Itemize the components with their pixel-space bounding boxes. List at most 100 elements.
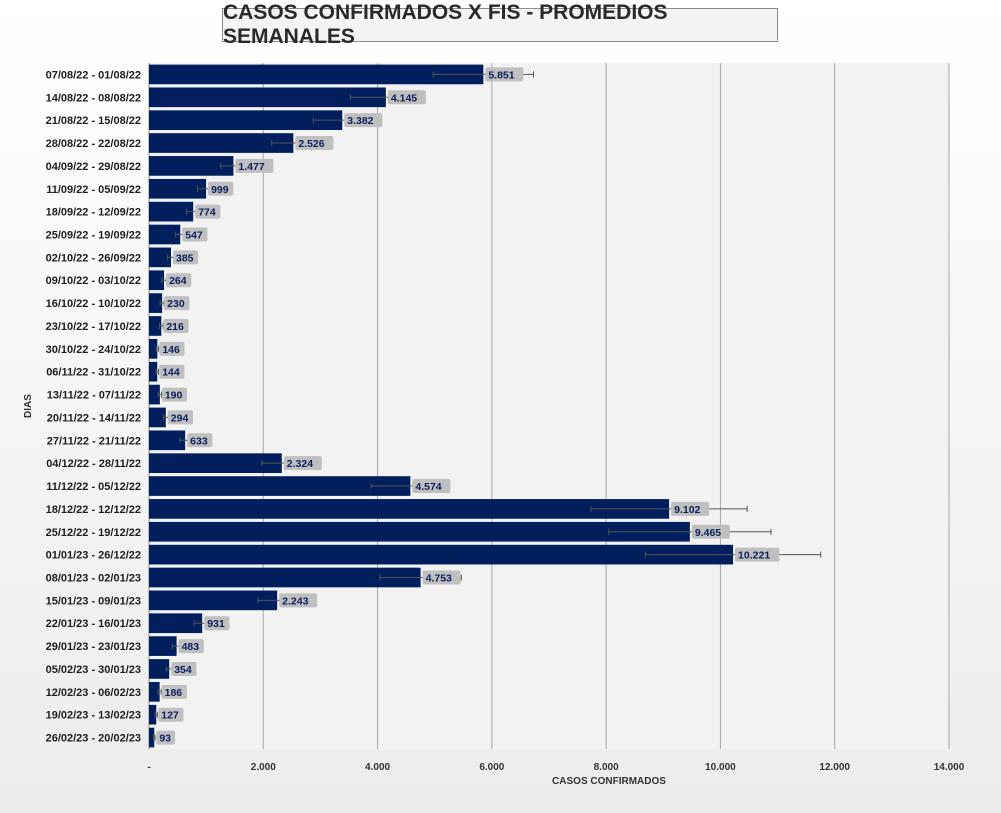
data-label: 774 (198, 207, 216, 219)
category-labels: 07/08/22 - 01/08/22 14/08/22 - 08/08/22 21… (46, 69, 141, 744)
plot-area (149, 63, 949, 749)
bar (149, 361, 158, 382)
bar (149, 476, 411, 496)
data-label-bg (283, 456, 322, 471)
bar (149, 110, 343, 130)
category-label: 04/09/22 - 29/08/22 (46, 161, 141, 173)
data-labels: 5.851 4.145 3.382 2.526 1.477 999 774 547 385 264… (156, 67, 780, 745)
category-label: 18/12/22 - 12/12/22 (46, 504, 141, 516)
category-label: 16/10/22 - 10/10/22 (46, 298, 141, 310)
x-tick-label: 10.000 (705, 762, 736, 773)
data-label-bg (422, 570, 461, 585)
data-label: 3.382 (347, 115, 373, 127)
bar (149, 682, 160, 702)
data-label-bg (412, 479, 451, 494)
data-label: 354 (174, 664, 192, 676)
bar (149, 407, 166, 428)
bar (149, 87, 386, 108)
data-label-bg (163, 318, 189, 333)
data-label-bg (187, 433, 213, 448)
data-label-bg (387, 90, 426, 105)
bar (149, 133, 294, 153)
category-label: 07/08/22 - 01/08/22 (46, 69, 141, 81)
data-label: 127 (161, 710, 179, 722)
data-label-bg (279, 593, 318, 608)
bar (149, 156, 234, 176)
data-label-bg (173, 250, 199, 265)
data-label: 190 (165, 390, 183, 402)
data-label: 385 (176, 252, 194, 264)
category-label: 27/11/22 - 21/11/22 (47, 435, 141, 447)
category-label: 22/01/23 - 16/01/23 (46, 618, 141, 630)
bar (149, 613, 203, 634)
category-label: 25/09/22 - 19/09/22 (46, 230, 141, 242)
category-label: 23/10/22 - 17/10/22 (46, 321, 141, 333)
category-label: 28/08/22 - 22/08/22 (46, 138, 141, 150)
category-label: 15/01/23 - 09/01/23 (46, 595, 141, 607)
data-label: 10.221 (738, 550, 770, 562)
data-label: 4.753 (426, 573, 452, 585)
data-label-bg (161, 387, 188, 402)
category-label: 04/12/22 - 28/11/22 (46, 458, 141, 470)
category-label: 13/11/22 - 07/11/22 (47, 390, 141, 402)
bar (149, 704, 157, 725)
x-tick-label: 8.000 (594, 762, 619, 773)
data-label: 4.145 (391, 92, 417, 104)
category-label: 14/08/22 - 08/08/22 (46, 92, 141, 104)
data-label: 2.243 (282, 595, 308, 607)
data-label: 1.477 (238, 161, 264, 173)
data-label-bg (691, 524, 730, 539)
category-label: 01/01/23 - 26/12/22 (46, 550, 141, 562)
bar (149, 636, 177, 656)
data-label: 230 (167, 298, 185, 310)
bar (149, 224, 181, 245)
category-label: 19/02/23 - 13/02/23 (46, 710, 141, 722)
category-label: 09/10/22 - 03/10/22 (46, 275, 141, 287)
bar (149, 293, 163, 313)
data-label: 999 (211, 184, 229, 196)
data-label: 294 (171, 412, 189, 424)
bar (149, 270, 165, 291)
data-label: 4.574 (415, 481, 441, 493)
x-tick-label: 4.000 (365, 762, 390, 773)
data-label-bg (208, 181, 234, 196)
data-label: 93 (159, 733, 171, 745)
category-label: 30/10/22 - 24/10/22 (46, 344, 141, 356)
data-label: 931 (207, 618, 225, 630)
x-tick-label: - (147, 762, 150, 773)
data-label: 186 (165, 687, 183, 699)
data-label-bg (164, 296, 190, 311)
data-label: 216 (166, 321, 184, 333)
data-label-bg (156, 730, 176, 745)
data-label-bg (159, 364, 185, 379)
bar (149, 247, 171, 268)
x-tick-labels: - 2.000 4.000 6.000 8.000 10.000 12.000 14.000 (147, 762, 964, 773)
category-label: 05/02/23 - 30/01/23 (46, 664, 141, 676)
data-label: 483 (182, 641, 200, 653)
data-label: 264 (169, 275, 187, 287)
y-axis-title: DIAS (23, 394, 34, 418)
bar (149, 453, 282, 473)
data-label-bg (735, 547, 780, 562)
x-axis-title: CASOS CONFIRMADOS (552, 776, 666, 787)
data-label-bg (485, 67, 524, 82)
data-label-bg (171, 661, 197, 676)
category-label: 25/12/22 - 19/12/22 (46, 527, 141, 539)
bars (149, 64, 734, 748)
data-label-bg (344, 113, 383, 128)
data-label: 146 (162, 344, 180, 356)
data-label: 2.324 (287, 458, 313, 470)
data-label-bg (166, 273, 192, 288)
data-label: 9.465 (695, 527, 721, 539)
category-label: 29/01/23 - 23/01/23 (46, 641, 141, 653)
data-label-bg (182, 227, 208, 242)
bar (149, 339, 158, 359)
bar (149, 727, 155, 748)
data-label: 633 (190, 435, 208, 447)
data-label: 144 (162, 367, 180, 379)
data-label-bg (159, 341, 185, 356)
category-label: 12/02/23 - 06/02/23 (46, 687, 141, 699)
category-label: 21/08/22 - 15/08/22 (46, 115, 141, 127)
data-label: 5.851 (488, 69, 514, 81)
